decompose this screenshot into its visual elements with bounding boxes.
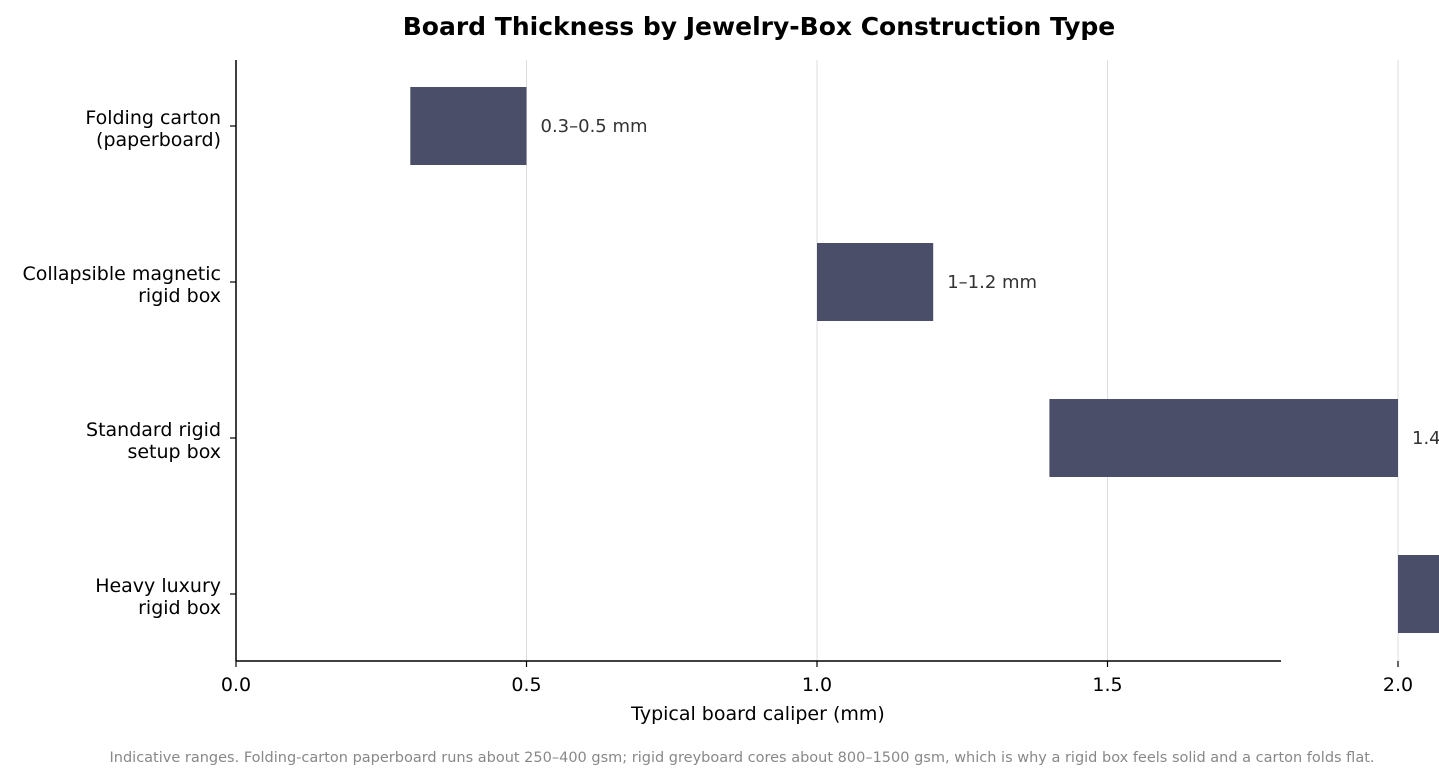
bars xyxy=(410,87,1439,633)
bar-value-label-2: 1.4–2 mm xyxy=(1412,428,1439,449)
x-tick-label-1: 0.5 xyxy=(511,674,541,696)
chart-title: Board Thickness by Jewelry-Box Construct… xyxy=(403,12,1115,41)
gridlines xyxy=(527,60,1439,661)
range-bar-3 xyxy=(1398,555,1439,633)
x-tick-label-3: 1.5 xyxy=(1092,674,1122,696)
x-tick-label-4: 2.0 xyxy=(1383,674,1413,696)
x-tick-label-0: 0.0 xyxy=(221,674,251,696)
y-tick-label-line-3-0: Heavy luxury xyxy=(95,575,221,597)
bar-value-label-1: 1–1.2 mm xyxy=(947,272,1037,293)
chart-caption: Indicative ranges. Folding-carton paperb… xyxy=(110,750,1375,766)
x-axis-label: Typical board caliper (mm) xyxy=(630,703,885,725)
x-tick-label-2: 1.0 xyxy=(802,674,832,696)
bar-value-label-0: 0.3–0.5 mm xyxy=(541,116,648,137)
y-tick-label-line-2-1: setup box xyxy=(127,441,221,463)
y-tick-label-line-3-1: rigid box xyxy=(138,597,221,619)
y-tick-label-line-0-1: (paperboard) xyxy=(96,129,221,151)
y-tick-label-line-2-0: Standard rigid xyxy=(86,419,221,441)
y-tick-label-line-1-1: rigid box xyxy=(138,285,221,307)
y-tick-label-line-0-0: Folding carton xyxy=(85,107,221,129)
y-tick-label-line-1-0: Collapsible magnetic xyxy=(22,263,221,285)
range-bar-0 xyxy=(410,87,526,165)
range-bar-1 xyxy=(817,243,933,321)
range-bar-2 xyxy=(1049,399,1398,477)
y-tick-label-0: Folding carton(paperboard) xyxy=(85,107,221,151)
